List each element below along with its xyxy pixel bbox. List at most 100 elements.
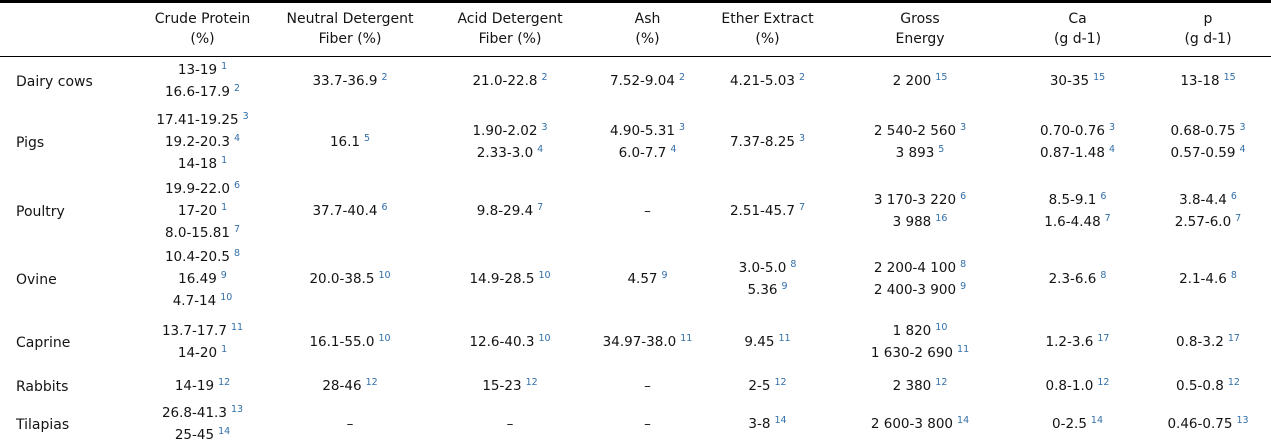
ref-superscript: 10 [378,269,391,281]
ref-superscript: 9 [220,269,227,281]
ref-superscript: 6 [233,179,241,191]
cell-ether_extract: 2.51-45.7 7 [705,179,830,245]
cell-value: 9.8-29.4 [476,202,534,219]
column-header-ca: Ca (g d-1) [1010,1,1145,57]
ref-superscript: 5 [364,132,371,144]
cell-ether_extract: 9.45 11 [705,315,830,371]
cell-ca: 0.8-1.0 12 [1010,371,1145,403]
ref-superscript: 2 [381,71,388,83]
column-header-gross_energy: Gross Energy [830,1,1010,57]
table-row: Tilapias 26.8-41.3 13 25-45 14– – –3-8 14 2 600-… [0,402,1271,446]
row-label: Rabbits [16,378,69,395]
ref-superscript: 16 [935,212,948,224]
cell-value: 21.0-22.8 [472,72,538,89]
cell-value: 1 820 [892,322,932,339]
cell-ash: – [590,179,705,245]
row-label: Caprine [16,334,71,351]
ref-superscript: 11 [957,343,970,355]
ref-superscript: 8 [790,258,797,270]
cell-ca: 0.70-0.76 3 0.87-1.48 4 [1010,107,1145,179]
cell-ca: 30-35 15 [1010,57,1145,107]
table-row: Rabbits 14-19 12 28-46 12 15-23 12–2-5 12 2 380 1… [0,371,1271,403]
cell-ash: 34.97-38.0 11 [590,315,705,371]
ref-superscript: 11 [778,332,791,344]
cell-gross_energy: 2 200 15 [830,57,1010,107]
cell-value: 1.90-2.02 [472,122,538,139]
ref-superscript: 1 [221,343,228,355]
column-header-animal [0,1,135,57]
cell-value: 16.1-55.0 [309,333,375,350]
cell-ash: 4.90-5.31 3 6.0-7.7 4 [590,107,705,179]
ref-superscript: 10 [935,321,948,333]
ref-superscript: 11 [680,332,693,344]
cell-p: 3.8-4.4 6 2.57-6.0 7 [1145,179,1271,245]
cell-ether_extract: 3-8 14 [705,402,830,446]
ref-superscript: 15 [1223,71,1236,83]
cell-gross_energy: 1 820 10 1 630-2 690 11 [830,315,1010,371]
ref-superscript: 3 [1108,121,1116,133]
ref-superscript: 2 [678,71,686,83]
cell-ndf: 33.7-36.9 2 [270,57,430,107]
cell-ndf: 20.0-38.5 10 [270,245,430,315]
ref-superscript: 10 [378,332,391,344]
cell-value: 26.8-41.3 [161,404,227,421]
ref-superscript: 3 [960,121,967,133]
cell-ash: – [590,371,705,403]
ref-superscript: 4 [537,143,544,155]
cell-value: – [644,378,651,394]
cell-value: 30-35 [1049,72,1090,89]
table-row: Caprine 13.7-17.7 11 14-20 1 16.1-55.0 10 12.6-… [0,315,1271,371]
row-label: Tilapias [0,402,135,446]
header-row: Crude Protein (%) Neutral Detergent Fiber (… [0,1,1271,57]
cell-value: – [644,203,651,219]
cell-crude_protein: 17.41-19.25 3 19.2-20.3 4 14-18 1 [135,107,270,179]
ref-superscript: 14 [218,425,231,437]
cell-value: 2.57-6.0 [1174,213,1232,230]
ref-superscript: 4 [1108,143,1116,155]
ref-superscript: 14 [774,414,787,426]
cell-p: 0.5-0.8 12 [1145,371,1271,403]
ref-superscript: 7 [233,223,241,235]
cell-value: – [346,416,354,432]
cell-value: 4.21-5.03 [729,72,795,89]
cell-value: 16.6-17.9 [164,83,230,100]
cell-value: 6.0-7.7 [618,144,667,161]
ref-superscript: 4 [1239,143,1246,155]
ref-superscript: 12 [218,376,231,388]
ref-superscript: 6 [1100,190,1107,202]
cell-value: 0.46-0.75 [1167,415,1233,432]
ref-superscript: 7 [1235,212,1242,224]
cell-ca: 1.2-3.6 17 [1010,315,1145,371]
cell-value: 0.70-0.76 [1039,122,1105,139]
ref-superscript: 2 [233,82,241,94]
ref-superscript: 9 [960,280,967,292]
cell-ether_extract: 7.37-8.25 3 [705,107,830,179]
cell-value: 16.49 [178,270,217,287]
cell-gross_energy: 2 540-2 560 3 3 893 5 [830,107,1010,179]
cell-gross_energy: 2 600-3 800 14 [830,402,1010,446]
cell-adf: 12.6-40.3 10 [430,315,590,371]
ref-superscript: 1 [221,60,228,72]
ref-superscript: 12 [525,376,538,388]
cell-value: 13.7-17.7 [161,322,227,339]
cell-value: 19.9-22.0 [164,180,230,197]
ref-superscript: 3 [541,121,548,133]
cell-value: 16.1 [329,133,360,150]
cell-value: 14-20 [177,344,218,361]
cell-value: 2 400-3 900 [873,281,957,298]
cell-ndf: 16.1-55.0 10 [270,315,430,371]
ref-superscript: 8 [233,247,241,259]
cell-value: 2.1-4.6 [1179,270,1227,287]
ref-superscript: 12 [365,376,378,388]
ref-superscript: 15 [1093,71,1106,83]
cell-value: 3 893 [895,144,935,161]
cell-value: 28-46 [322,377,362,394]
cell-value: 4.57 [627,270,658,287]
ref-superscript: 6 [381,201,388,213]
cell-crude_protein: 14-19 12 [135,371,270,403]
cell-value: 8.5-9.1 [1048,191,1097,208]
cell-value: 5.36 [747,281,778,298]
cell-value: 3 988 [892,213,932,230]
ref-superscript: 17 [1227,332,1240,344]
